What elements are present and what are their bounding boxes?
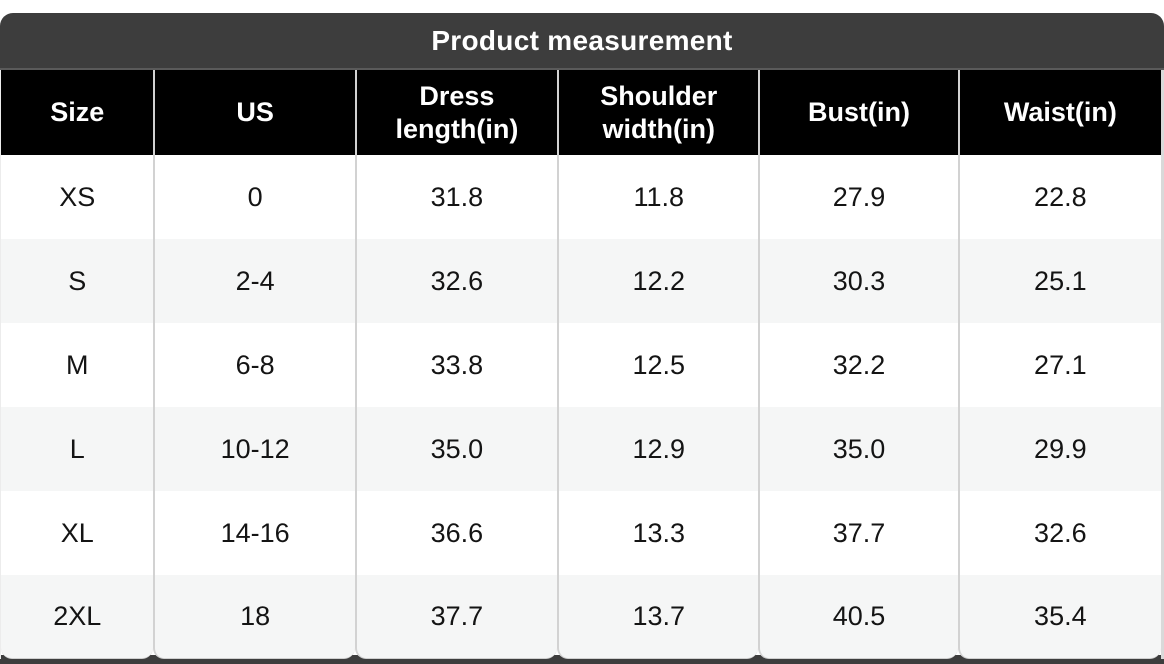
table-cell: 6-8 — [153, 323, 355, 407]
size-cell: L — [1, 407, 154, 491]
column-header: Dress length(in) — [354, 70, 558, 155]
table-cell: 11.8 — [557, 155, 759, 239]
measurement-card: Product measurement Size US Dress length(i… — [0, 13, 1164, 659]
table-cell: 13.3 — [557, 491, 759, 575]
table-body: XS 0 31.8 11.8 27.9 22.8 S 2-4 32.6 12.2 30.3 25.1 M… — [0, 155, 1164, 659]
size-cell: M — [1, 323, 154, 407]
size-cell: XS — [1, 155, 154, 239]
table-cell: 32.2 — [758, 323, 958, 407]
table-header-row: Size US Dress length(in) Shoulder width(in)… — [0, 70, 1164, 155]
table-cell: 31.8 — [354, 155, 558, 239]
table-row: L 10-12 35.0 12.9 35.0 29.9 — [0, 407, 1164, 491]
table-cell: 2-4 — [153, 239, 355, 323]
table-cell: 37.7 — [354, 575, 558, 659]
table-cell: 12.2 — [557, 239, 759, 323]
table-cell: 35.0 — [758, 407, 958, 491]
table-cell: 32.6 — [354, 239, 558, 323]
table-cell: 25.1 — [957, 239, 1161, 323]
table-cell: 36.6 — [354, 491, 558, 575]
table-cell: 12.5 — [557, 323, 759, 407]
table-cell: 40.5 — [758, 575, 958, 659]
table-row: 2XL 18 37.7 13.7 40.5 35.4 — [0, 575, 1164, 659]
table-row: XL 14-16 36.6 13.3 37.7 32.6 — [0, 491, 1164, 575]
card-title-bar: Product measurement — [0, 13, 1164, 70]
table-cell: 27.9 — [758, 155, 958, 239]
size-cell: XL — [1, 491, 154, 575]
card-title: Product measurement — [431, 24, 733, 56]
column-header: Bust(in) — [758, 70, 958, 155]
table-cell: 12.9 — [557, 407, 759, 491]
table-cell: 29.9 — [957, 407, 1161, 491]
table-cell: 35.0 — [354, 407, 558, 491]
column-header: US — [153, 70, 355, 155]
table-cell: 13.7 — [557, 575, 759, 659]
table-cell: 10-12 — [153, 407, 355, 491]
table-cell: 30.3 — [758, 239, 958, 323]
page-bottom-dark-strip — [0, 655, 1164, 664]
column-header: Waist(in) — [957, 70, 1161, 155]
table-cell: 35.4 — [957, 575, 1161, 659]
table-cell: 22.8 — [957, 155, 1161, 239]
table-cell: 0 — [153, 155, 355, 239]
table-row: M 6-8 33.8 12.5 32.2 27.1 — [0, 323, 1164, 407]
size-cell: S — [1, 239, 154, 323]
table-cell: 32.6 — [957, 491, 1161, 575]
column-header: Shoulder width(in) — [557, 70, 759, 155]
table-cell: 37.7 — [758, 491, 958, 575]
table-row: XS 0 31.8 11.8 27.9 22.8 — [0, 155, 1164, 239]
table-cell: 27.1 — [957, 323, 1161, 407]
size-cell: 2XL — [1, 575, 154, 659]
table-cell: 18 — [153, 575, 355, 659]
table-cell: 14-16 — [153, 491, 355, 575]
column-header: Size — [1, 70, 154, 155]
table-cell: 33.8 — [354, 323, 558, 407]
table-row: S 2-4 32.6 12.2 30.3 25.1 — [0, 239, 1164, 323]
